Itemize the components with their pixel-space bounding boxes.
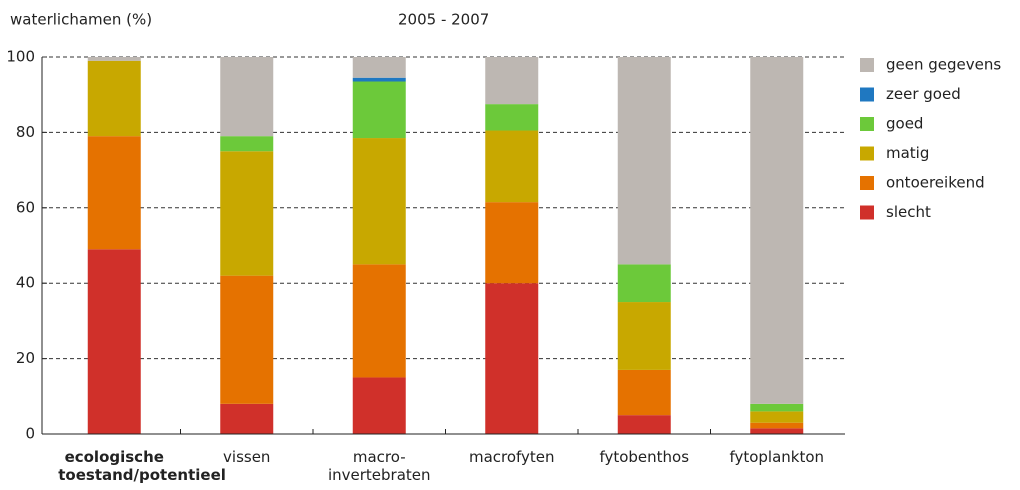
bar-segment	[352, 138, 406, 265]
legend-swatch	[860, 176, 874, 190]
chart-title: 2005 - 2007	[398, 11, 489, 29]
y-tick-label: 20	[16, 349, 35, 367]
x-tick-label: fytoplankton	[729, 448, 825, 466]
bar-segment	[87, 249, 141, 434]
bar-segment	[220, 403, 274, 434]
legend-label: ontoereikend	[886, 174, 985, 192]
y-tick-label: 60	[16, 198, 35, 216]
bar-segment	[352, 264, 406, 378]
bar-segment	[485, 57, 539, 105]
bar-segment	[617, 302, 671, 370]
bar-segment	[352, 81, 406, 139]
legend-swatch	[860, 87, 874, 102]
bar-segment	[617, 264, 671, 303]
legend-swatch	[860, 146, 874, 161]
bar-segment	[87, 57, 141, 61]
bar-segment	[87, 60, 141, 137]
bar-segment	[750, 411, 804, 423]
bar-segment	[750, 422, 804, 429]
legend-label: zeer goed	[886, 85, 961, 103]
bar-segment	[485, 104, 539, 131]
y-tick-label: 40	[16, 274, 35, 292]
bar-segment	[750, 428, 804, 434]
bar-segment	[220, 57, 274, 137]
bar-segment	[485, 283, 539, 434]
y-tick-label: 100	[6, 48, 35, 66]
bar-segment	[485, 130, 539, 203]
x-tick-label: macro-invertebraten	[327, 448, 431, 484]
bar-segment	[750, 57, 804, 404]
x-tick-label: ecologische toestand/potentieel	[58, 448, 226, 484]
bar-segment	[87, 136, 141, 250]
bar-segment	[352, 377, 406, 434]
bar-segment	[750, 403, 804, 412]
legend-swatch	[860, 117, 874, 131]
bar-segment	[617, 369, 671, 416]
y-tick-label: 80	[16, 123, 35, 141]
bar-segment	[485, 202, 539, 284]
y-tick-label: 0	[25, 425, 35, 443]
x-tick-label: vissen	[223, 448, 271, 466]
x-tick-label: macrofyten	[468, 448, 555, 466]
y-axis-label: waterlichamen (%)	[10, 11, 152, 29]
legend-swatch	[860, 58, 874, 72]
x-tick-label: fytobenthos	[599, 448, 690, 466]
bar-segment	[352, 77, 406, 82]
legend-label: matig	[886, 144, 929, 162]
bar-segment	[220, 275, 274, 404]
bar-segment	[220, 151, 274, 276]
legend-label: slecht	[886, 203, 931, 221]
legend-swatch	[860, 205, 874, 220]
bar-segment	[617, 415, 671, 434]
bar-segment	[220, 136, 274, 152]
bar-segment	[352, 57, 406, 78]
legend-label: goed	[886, 115, 923, 133]
legend-label: geen gegevens	[886, 56, 1001, 74]
bar-segment	[617, 57, 671, 265]
